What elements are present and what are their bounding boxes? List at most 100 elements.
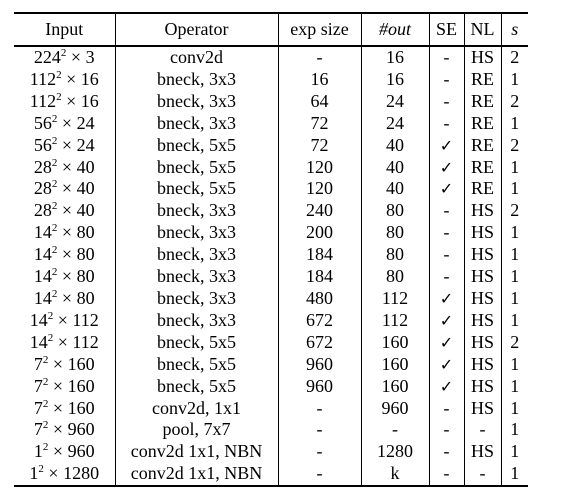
cell-operator: bneck, 3x3 bbox=[114, 244, 278, 267]
input-channels: 16 bbox=[80, 90, 99, 111]
cell-operator: bneck, 5x5 bbox=[114, 375, 278, 398]
cell-input: 562 × 24 bbox=[14, 135, 115, 157]
cell-stride: 2 bbox=[500, 331, 528, 354]
cell-se: ✓ bbox=[428, 375, 464, 398]
cell-se: ✓ bbox=[428, 134, 464, 157]
cell-out: 16 bbox=[360, 68, 429, 91]
cell-se: ✓ bbox=[428, 331, 464, 354]
cell-exp-size: - bbox=[277, 419, 361, 442]
cell-out: 112 bbox=[360, 287, 429, 310]
cell-stride: 1 bbox=[500, 375, 528, 398]
input-base: 7 bbox=[33, 397, 43, 418]
cell-exp-size: 672 bbox=[277, 331, 361, 354]
input-channels: 80 bbox=[76, 287, 95, 308]
cell-nl: HS bbox=[463, 353, 501, 376]
input-base: 1 bbox=[29, 463, 39, 484]
cell-se: - bbox=[428, 419, 464, 442]
cell-stride: 1 bbox=[500, 397, 528, 420]
cell-operator: conv2d, 1x1 bbox=[114, 397, 278, 420]
header-out: #out bbox=[360, 13, 429, 46]
times-symbol: × bbox=[48, 375, 68, 396]
times-symbol: × bbox=[48, 397, 68, 418]
times-symbol: × bbox=[61, 68, 81, 89]
cell-input: 72 × 160 bbox=[14, 376, 115, 398]
architecture-table-container: Input Operator exp size #out SE NL s 224… bbox=[14, 12, 528, 488]
table-row: 282 × 40 bneck, 5x5 120 40 ✓ RE 1 bbox=[14, 156, 528, 179]
times-symbol: × bbox=[57, 156, 77, 177]
table-row: 1122 × 16 bneck, 3x3 64 24- RE 2 bbox=[14, 90, 528, 113]
header-input: Input bbox=[45, 19, 84, 39]
cell-input: 142 × 80 bbox=[14, 244, 115, 266]
input-channels: 40 bbox=[76, 178, 95, 199]
cell-exp-size: 184 bbox=[277, 244, 361, 267]
cell-input: 142 × 80 bbox=[14, 222, 115, 244]
cell-stride: 1 bbox=[500, 68, 528, 91]
cell-stride: 2 bbox=[500, 90, 528, 113]
input-exponent: 2 bbox=[56, 68, 62, 81]
input-exponent: 2 bbox=[42, 397, 49, 410]
input-channels: 160 bbox=[67, 397, 95, 418]
times-symbol: × bbox=[43, 463, 64, 484]
cell-input: 12 × 960 bbox=[14, 441, 115, 463]
cell-exp-size: 16 bbox=[277, 68, 361, 91]
cell-input: 142 × 112 bbox=[14, 332, 115, 354]
cell-out: - bbox=[360, 419, 429, 442]
table-row: 142 × 112 bneck, 3x3 672 112 ✓ HS 1 bbox=[14, 309, 528, 332]
input-base: 56 bbox=[33, 112, 52, 133]
cell-operator: bneck, 3x3 bbox=[114, 309, 278, 332]
cell-stride: 1 bbox=[500, 309, 528, 332]
cell-input: 1122 × 16 bbox=[14, 69, 115, 91]
cell-nl: RE bbox=[463, 178, 501, 201]
header-se: SE bbox=[428, 13, 464, 46]
times-symbol: × bbox=[57, 244, 77, 265]
input-base: 112 bbox=[29, 90, 57, 111]
input-exponent: 2 bbox=[42, 441, 49, 454]
cell-nl: RE bbox=[463, 68, 501, 91]
cell-nl: - bbox=[463, 463, 501, 488]
cell-exp-size: 672 bbox=[277, 309, 361, 332]
times-symbol: × bbox=[57, 134, 77, 155]
cell-operator: bneck, 3x3 bbox=[114, 112, 278, 135]
input-base: 14 bbox=[33, 266, 52, 287]
cell-exp-size: 120 bbox=[277, 178, 361, 201]
table-row: 72 × 160 conv2d, 1x1-960- HS 1 bbox=[14, 397, 528, 420]
times-symbol: × bbox=[57, 287, 77, 308]
times-symbol: × bbox=[48, 419, 68, 440]
cell-out: 1280 bbox=[360, 441, 429, 464]
cell-input: 12 × 1280 bbox=[14, 463, 115, 488]
cell-out: 40 bbox=[360, 178, 429, 201]
cell-input: 282 × 40 bbox=[14, 200, 115, 222]
input-exponent: 2 bbox=[47, 309, 54, 322]
cell-nl: RE bbox=[463, 134, 501, 157]
cell-se: - bbox=[428, 46, 464, 69]
cell-exp-size: 120 bbox=[277, 156, 361, 179]
cell-stride: 1 bbox=[500, 287, 528, 310]
cell-se: - bbox=[428, 463, 464, 488]
input-channels: 160 bbox=[67, 353, 95, 374]
times-symbol: × bbox=[57, 200, 77, 221]
input-base: 224 bbox=[33, 47, 61, 67]
cell-stride: 1 bbox=[500, 244, 528, 267]
cell-nl: - bbox=[463, 419, 501, 442]
table-row: 142 × 80 bneck, 3x3 200 80- HS 1 bbox=[14, 222, 528, 245]
input-exponent: 2 bbox=[51, 178, 58, 191]
cell-stride: 1 bbox=[500, 266, 528, 288]
table-row: 1122 × 16 bneck, 3x3 16 16- RE 1 bbox=[14, 68, 528, 91]
times-symbol: × bbox=[53, 309, 73, 330]
cell-operator: conv2d 1x1, NBN bbox=[114, 463, 278, 488]
cell-nl: HS bbox=[463, 287, 501, 310]
cell-operator: conv2d bbox=[114, 46, 278, 69]
header-stride: s bbox=[500, 13, 528, 46]
cell-operator: bneck, 5x5 bbox=[114, 134, 278, 157]
cell-exp-size: 480 bbox=[277, 287, 361, 310]
table-body: 2242 × 3 conv2d -16- HS 2 1122 × 16 bneck, 3x3… bbox=[14, 46, 528, 488]
times-symbol: × bbox=[57, 266, 77, 287]
cell-out: 160 bbox=[360, 331, 429, 354]
cell-nl: RE bbox=[463, 156, 501, 179]
times-symbol: × bbox=[66, 47, 86, 67]
header-exp-size: exp size bbox=[277, 13, 361, 46]
cell-operator: bneck, 5x5 bbox=[114, 331, 278, 354]
cell-stride: 1 bbox=[500, 441, 528, 464]
cell-nl: RE bbox=[463, 112, 501, 135]
input-channels: 40 bbox=[76, 200, 95, 221]
